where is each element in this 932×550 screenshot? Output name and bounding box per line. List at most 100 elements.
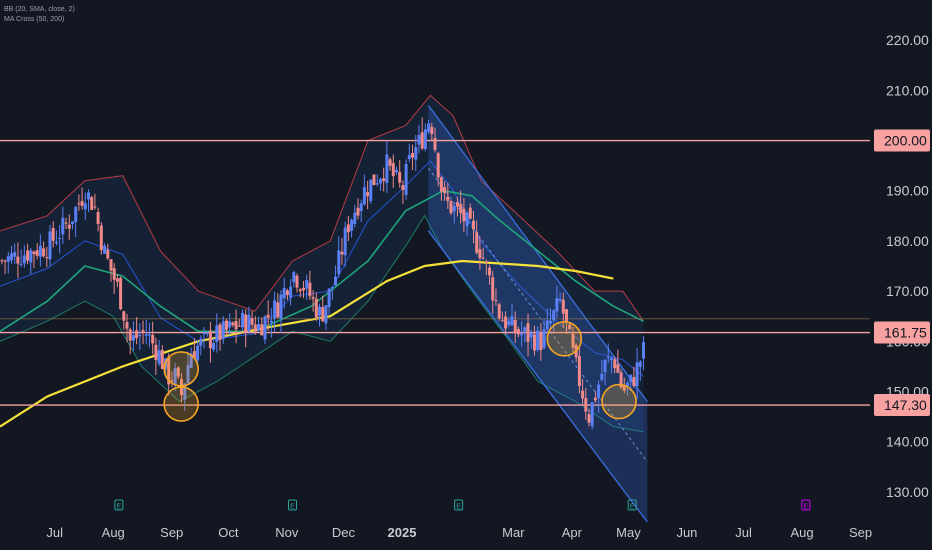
candle-body bbox=[353, 212, 357, 224]
candle-body bbox=[475, 232, 479, 253]
candle-body bbox=[167, 356, 171, 385]
candle-body bbox=[10, 253, 13, 261]
candle-body bbox=[324, 305, 328, 324]
earnings-marker-3[interactable] bbox=[627, 499, 637, 511]
earnings-marker-1[interactable] bbox=[288, 499, 298, 511]
candle-body bbox=[253, 324, 257, 332]
earnings-marker-2[interactable] bbox=[454, 499, 464, 511]
earnings-marker-4[interactable] bbox=[801, 499, 811, 511]
candle-body bbox=[205, 333, 209, 334]
candle-body bbox=[446, 196, 450, 201]
bb-basis-line bbox=[0, 160, 644, 377]
x-tick-label: Aug bbox=[102, 525, 125, 540]
x-tick-label: Sep bbox=[160, 525, 183, 540]
candle-body bbox=[273, 300, 277, 319]
x-tick-label: Oct bbox=[218, 525, 239, 540]
x-tick-label: Dec bbox=[332, 525, 356, 540]
candle-body bbox=[173, 368, 177, 385]
candle-body bbox=[83, 203, 87, 210]
candle-body bbox=[411, 153, 414, 158]
candle-body bbox=[427, 123, 431, 132]
y-tick-label: 190.00 bbox=[886, 183, 929, 199]
candle-body bbox=[635, 362, 639, 387]
candle-body bbox=[148, 334, 151, 336]
candle-body bbox=[241, 313, 244, 328]
price-axis[interactable]: 220.00210.00200.00190.00180.00170.00160.… bbox=[886, 32, 929, 500]
x-tick-label: Jul bbox=[735, 525, 752, 540]
highlight-circle-3[interactable] bbox=[601, 383, 637, 420]
candle-body bbox=[443, 187, 447, 194]
candle-body bbox=[141, 330, 145, 332]
candle-body bbox=[58, 237, 62, 239]
candle-body bbox=[327, 288, 331, 308]
earnings-marker-0[interactable] bbox=[114, 499, 124, 511]
candle-body bbox=[478, 249, 482, 259]
candle-body bbox=[157, 350, 161, 364]
candle-body bbox=[417, 135, 421, 145]
candle-body bbox=[510, 316, 514, 326]
candle-body bbox=[488, 267, 491, 276]
candle-body bbox=[51, 228, 55, 241]
channel-lower-line[interactable] bbox=[427, 230, 648, 523]
candle-body bbox=[311, 297, 315, 299]
candle-body bbox=[395, 169, 398, 173]
candle-body bbox=[456, 202, 459, 207]
candle-body bbox=[71, 221, 74, 224]
candle-body bbox=[160, 349, 164, 369]
candle-body bbox=[45, 257, 49, 259]
candle-body bbox=[414, 147, 418, 160]
legend-bb[interactable]: BB (20, SMA, close, 2) bbox=[4, 6, 75, 13]
level-badge-2 bbox=[874, 394, 930, 417]
candle-body bbox=[346, 224, 350, 233]
candle-body bbox=[93, 206, 97, 208]
candle-body bbox=[99, 225, 103, 251]
sma200-line bbox=[0, 259, 614, 428]
candle-body bbox=[340, 251, 344, 255]
highlight-circle-2[interactable] bbox=[546, 320, 583, 357]
highlight-circle-0[interactable] bbox=[163, 351, 199, 387]
x-tick-label: Nov bbox=[275, 525, 299, 540]
candle-body bbox=[266, 314, 270, 318]
candle-body bbox=[289, 286, 293, 298]
candle-body bbox=[616, 364, 620, 373]
candle-body bbox=[279, 294, 283, 319]
candle-body bbox=[372, 174, 376, 185]
candle-body bbox=[529, 332, 533, 338]
candle-body bbox=[125, 322, 129, 329]
candle-body bbox=[138, 335, 142, 337]
indicator-legend[interactable]: BB (20, SMA, close, 2) MA Cross (50, 200… bbox=[4, 5, 75, 25]
candle-body bbox=[285, 290, 289, 296]
x-tick-label: Aug bbox=[790, 525, 813, 540]
candle-body bbox=[504, 316, 508, 329]
candle-body bbox=[269, 321, 273, 323]
highlight-circle-1[interactable] bbox=[163, 386, 199, 422]
candle-body bbox=[430, 126, 434, 134]
y-tick-label: 220.00 bbox=[886, 32, 929, 48]
candle-body bbox=[513, 320, 517, 334]
candle-body bbox=[231, 322, 235, 326]
candle-body bbox=[234, 320, 238, 330]
legend-ma-cross[interactable]: MA Cross (50, 200) bbox=[4, 16, 65, 23]
candle-body bbox=[449, 201, 453, 214]
sma50-line bbox=[0, 189, 644, 333]
candle-body bbox=[459, 204, 463, 213]
candle-body bbox=[472, 220, 475, 230]
candle-body bbox=[218, 324, 222, 340]
candle-body bbox=[29, 250, 33, 263]
candle-body bbox=[401, 185, 405, 190]
candle-body bbox=[523, 327, 527, 332]
time-axis[interactable]: Jul Aug Sep Oct Nov Dec 2025 Mar Apr May Jun Jul Aug… bbox=[46, 525, 872, 540]
candle-body bbox=[292, 272, 296, 283]
candle-body bbox=[584, 398, 588, 412]
channel-upper-line[interactable] bbox=[427, 105, 648, 402]
candle-body bbox=[433, 138, 437, 150]
earnings-marker-label: E bbox=[630, 504, 635, 511]
candle-body bbox=[128, 329, 132, 341]
candle-body bbox=[494, 300, 498, 302]
candle-body bbox=[151, 334, 155, 344]
candle-body bbox=[112, 268, 116, 280]
candle-body bbox=[619, 372, 623, 388]
